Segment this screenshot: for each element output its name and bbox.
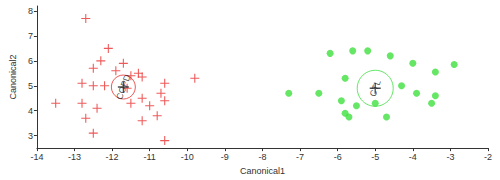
svg-text:4: 4 [28, 106, 33, 116]
svg-text:-2: -2 [484, 152, 492, 162]
svg-text:-3: -3 [446, 152, 454, 162]
svg-text:-11: -11 [144, 152, 156, 162]
svg-text:Canonical1: Canonical1 [240, 166, 285, 176]
svg-text:-10: -10 [181, 152, 194, 162]
svg-text:8: 8 [28, 6, 33, 16]
svg-text:-8: -8 [258, 152, 266, 162]
svg-text:-12: -12 [106, 152, 119, 162]
svg-text:7: 7 [28, 31, 33, 41]
svg-text:-7: -7 [296, 152, 304, 162]
svg-text:5: 5 [28, 81, 33, 91]
svg-text:-9: -9 [221, 152, 229, 162]
svg-text:-14: -14 [30, 152, 43, 162]
svg-text:-5: -5 [371, 152, 379, 162]
svg-text:COPD: COPD [114, 73, 132, 101]
svg-text:-4: -4 [409, 152, 417, 162]
svg-text:Canonical2: Canonical2 [8, 55, 18, 100]
svg-text:-6: -6 [334, 152, 342, 162]
svg-text:CTL: CTL [368, 79, 383, 98]
svg-text:3: 3 [28, 131, 33, 141]
svg-text:-13: -13 [68, 152, 81, 162]
svg-text:6: 6 [28, 56, 33, 66]
